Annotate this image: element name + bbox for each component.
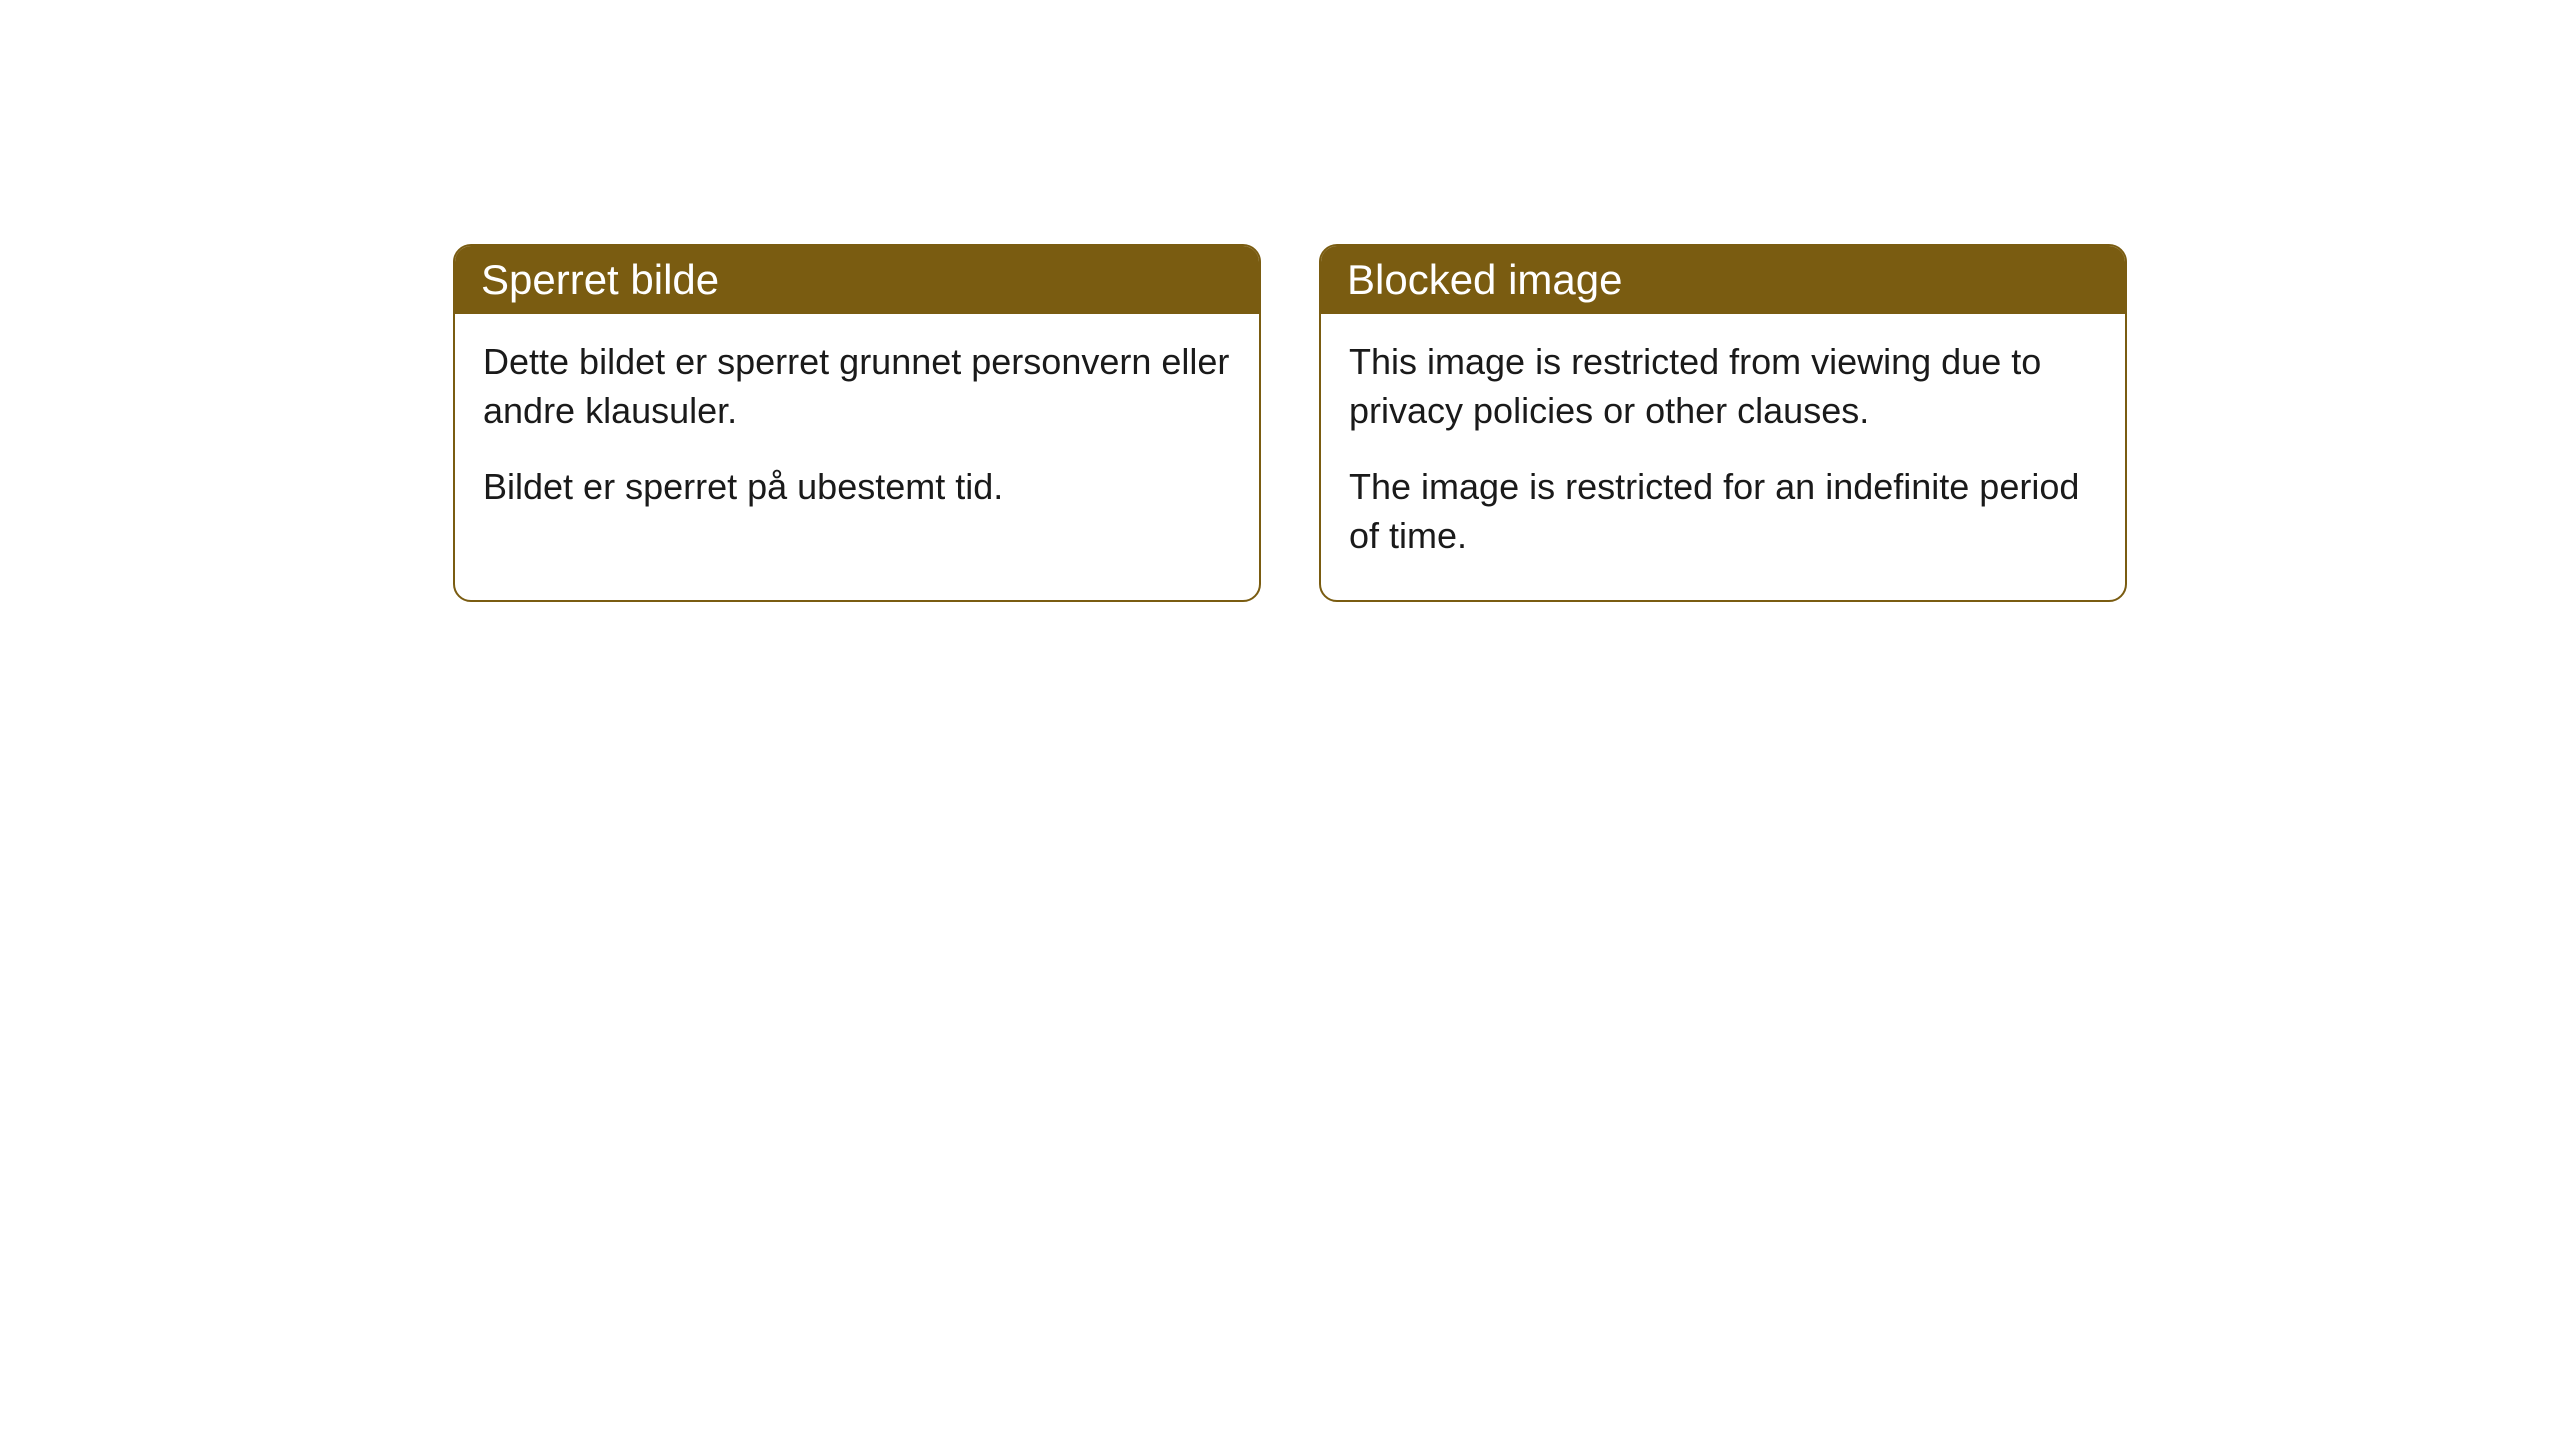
card-paragraph-1: Dette bildet er sperret grunnet personve… bbox=[483, 338, 1231, 435]
blocked-image-card-norwegian: Sperret bilde Dette bildet er sperret gr… bbox=[453, 244, 1261, 602]
card-header-norwegian: Sperret bilde bbox=[455, 246, 1259, 314]
card-title: Sperret bilde bbox=[481, 256, 719, 303]
card-body-english: This image is restricted from viewing du… bbox=[1321, 314, 2125, 600]
card-paragraph-2: The image is restricted for an indefinit… bbox=[1349, 463, 2097, 560]
card-header-english: Blocked image bbox=[1321, 246, 2125, 314]
card-body-norwegian: Dette bildet er sperret grunnet personve… bbox=[455, 314, 1259, 552]
blocked-image-card-english: Blocked image This image is restricted f… bbox=[1319, 244, 2127, 602]
card-paragraph-1: This image is restricted from viewing du… bbox=[1349, 338, 2097, 435]
card-paragraph-2: Bildet er sperret på ubestemt tid. bbox=[483, 463, 1231, 512]
cards-container: Sperret bilde Dette bildet er sperret gr… bbox=[453, 244, 2127, 602]
card-title: Blocked image bbox=[1347, 256, 1622, 303]
